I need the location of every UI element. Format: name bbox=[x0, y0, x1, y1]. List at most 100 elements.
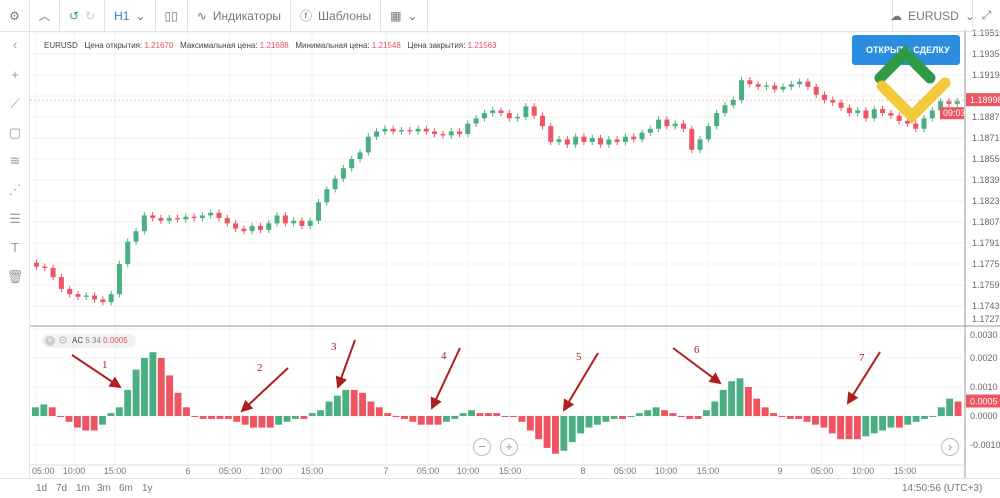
redo-icon[interactable]: ↻ bbox=[85, 8, 96, 23]
ac-bar bbox=[191, 416, 199, 417]
candle-body bbox=[183, 216, 189, 220]
ac-bar bbox=[359, 392, 366, 416]
trash-icon[interactable]: 🗑 bbox=[6, 269, 24, 284]
ac-bar bbox=[669, 413, 677, 416]
collapse-icon[interactable]: ︿ bbox=[30, 0, 60, 32]
remove-indicator-icon[interactable]: × bbox=[45, 336, 55, 346]
ac-bar bbox=[719, 389, 727, 416]
ac-bar bbox=[895, 416, 903, 428]
range-3m[interactable]: 3m bbox=[97, 483, 111, 494]
price-tick-label: 1.17910 bbox=[972, 238, 1000, 248]
fibonacci-fan-icon[interactable]: ⋰ bbox=[8, 182, 22, 197]
ac-tick-label: 0.0000 bbox=[970, 411, 998, 421]
annotation-5: 5 bbox=[576, 351, 582, 363]
ac-bar bbox=[652, 407, 660, 416]
logo-watermark bbox=[874, 45, 951, 124]
ac-bar bbox=[224, 416, 232, 419]
ac-bar bbox=[275, 416, 283, 425]
ac-name: AC bbox=[72, 336, 84, 345]
price-tick-label: 1.17750 bbox=[972, 259, 1000, 269]
time-tick-label: 05:00 bbox=[32, 466, 55, 476]
crosshair-icon[interactable]: + bbox=[11, 67, 19, 82]
ac-bar bbox=[904, 416, 912, 425]
candle-body bbox=[349, 159, 355, 169]
back-icon[interactable]: ‹ bbox=[12, 37, 18, 52]
ac-bar bbox=[593, 416, 601, 425]
channel-icon[interactable]: ≋ bbox=[9, 153, 21, 168]
ac-bar bbox=[803, 416, 811, 422]
candle-body bbox=[548, 126, 554, 142]
ac-bar bbox=[937, 407, 945, 416]
templates-button[interactable]: ⓕ Шаблоны bbox=[291, 0, 382, 32]
candle-body bbox=[946, 101, 952, 104]
candle-body bbox=[689, 128, 695, 150]
ac-bar bbox=[711, 401, 719, 416]
ac-tick-label: 0.0030 bbox=[970, 330, 998, 340]
settings-icon[interactable]: ⚙ bbox=[0, 0, 30, 32]
chart-type-button[interactable]: ▯▯ bbox=[156, 0, 188, 32]
annotation-arrow bbox=[71, 354, 122, 389]
candle-body bbox=[473, 118, 479, 124]
ac-params: 5 34 bbox=[85, 336, 101, 345]
price-tick-label: 1.19350 bbox=[972, 49, 1000, 59]
ac-bar bbox=[384, 413, 392, 416]
timeframe-select[interactable]: H1 ⌄ bbox=[105, 0, 156, 32]
fibonacci-levels-icon[interactable]: ☰ bbox=[9, 211, 21, 226]
range-1m[interactable]: 1m bbox=[76, 483, 90, 494]
calendar-button[interactable]: ▦ ⌄ bbox=[381, 0, 428, 32]
candle-body bbox=[772, 85, 778, 90]
annotation-arrow bbox=[846, 351, 881, 405]
candle-body bbox=[656, 119, 662, 129]
zoom-out-button[interactable]: − bbox=[473, 438, 491, 456]
open-value: 1.21670 bbox=[144, 41, 174, 50]
candle-body bbox=[274, 215, 280, 224]
fullscreen-icon[interactable]: ⤢ bbox=[972, 0, 1000, 32]
ac-bar bbox=[392, 416, 400, 417]
candle-body bbox=[697, 139, 703, 150]
time-tick-label: 7 bbox=[383, 466, 388, 476]
text-icon[interactable]: T bbox=[11, 240, 19, 255]
range-1d[interactable]: 1d bbox=[36, 483, 48, 494]
range-7d[interactable]: 7d bbox=[56, 483, 68, 494]
candle-body bbox=[556, 139, 562, 142]
symbol-select[interactable]: ☁ EURUSD ⌄ bbox=[890, 0, 975, 32]
range-6m[interactable]: 6m bbox=[119, 483, 133, 494]
candle-body bbox=[100, 299, 106, 303]
candle-body bbox=[357, 152, 363, 159]
ac-bar bbox=[484, 413, 492, 416]
ac-bar bbox=[342, 389, 350, 416]
rectangle-icon[interactable]: ▢ bbox=[8, 125, 22, 140]
ac-bar bbox=[543, 416, 551, 448]
close-value: 1.21563 bbox=[467, 41, 497, 50]
current-price-tag bbox=[966, 93, 1000, 107]
indicators-button[interactable]: ∿ Индикаторы bbox=[188, 0, 292, 32]
price-tick-label: 1.19510 bbox=[972, 28, 1000, 38]
time-tick-label: 05:00 bbox=[219, 466, 242, 476]
time-tick-label: 10:00 bbox=[63, 466, 86, 476]
annotation-3: 3 bbox=[331, 341, 337, 353]
timeframe-value: H1 bbox=[114, 8, 130, 23]
candle-body bbox=[83, 295, 89, 297]
undo-icon[interactable]: ↺ bbox=[69, 8, 80, 23]
indicator-settings-icon[interactable]: ⚙ bbox=[58, 335, 68, 347]
candle-body bbox=[763, 85, 769, 87]
close-label: Цена закрытия: bbox=[407, 41, 466, 50]
ac-bar bbox=[174, 392, 182, 416]
trendline-icon[interactable]: ⟋ bbox=[10, 96, 20, 111]
candle-body bbox=[880, 109, 886, 114]
ac-bar bbox=[702, 410, 710, 416]
range-1y[interactable]: 1y bbox=[142, 483, 153, 494]
ac-bar bbox=[325, 401, 333, 416]
ac-bar bbox=[644, 410, 652, 416]
zoom-in-button[interactable]: + bbox=[500, 438, 518, 456]
countdown-tag bbox=[940, 107, 964, 120]
scroll-right-button[interactable]: › bbox=[941, 438, 959, 456]
candle-body bbox=[407, 130, 413, 132]
candle-body bbox=[531, 106, 537, 116]
candle-body bbox=[954, 101, 960, 104]
candle-body bbox=[805, 81, 811, 87]
ac-bar bbox=[686, 416, 694, 419]
ac-current-label: 0.0005 bbox=[970, 397, 998, 407]
ac-bar bbox=[946, 398, 954, 416]
